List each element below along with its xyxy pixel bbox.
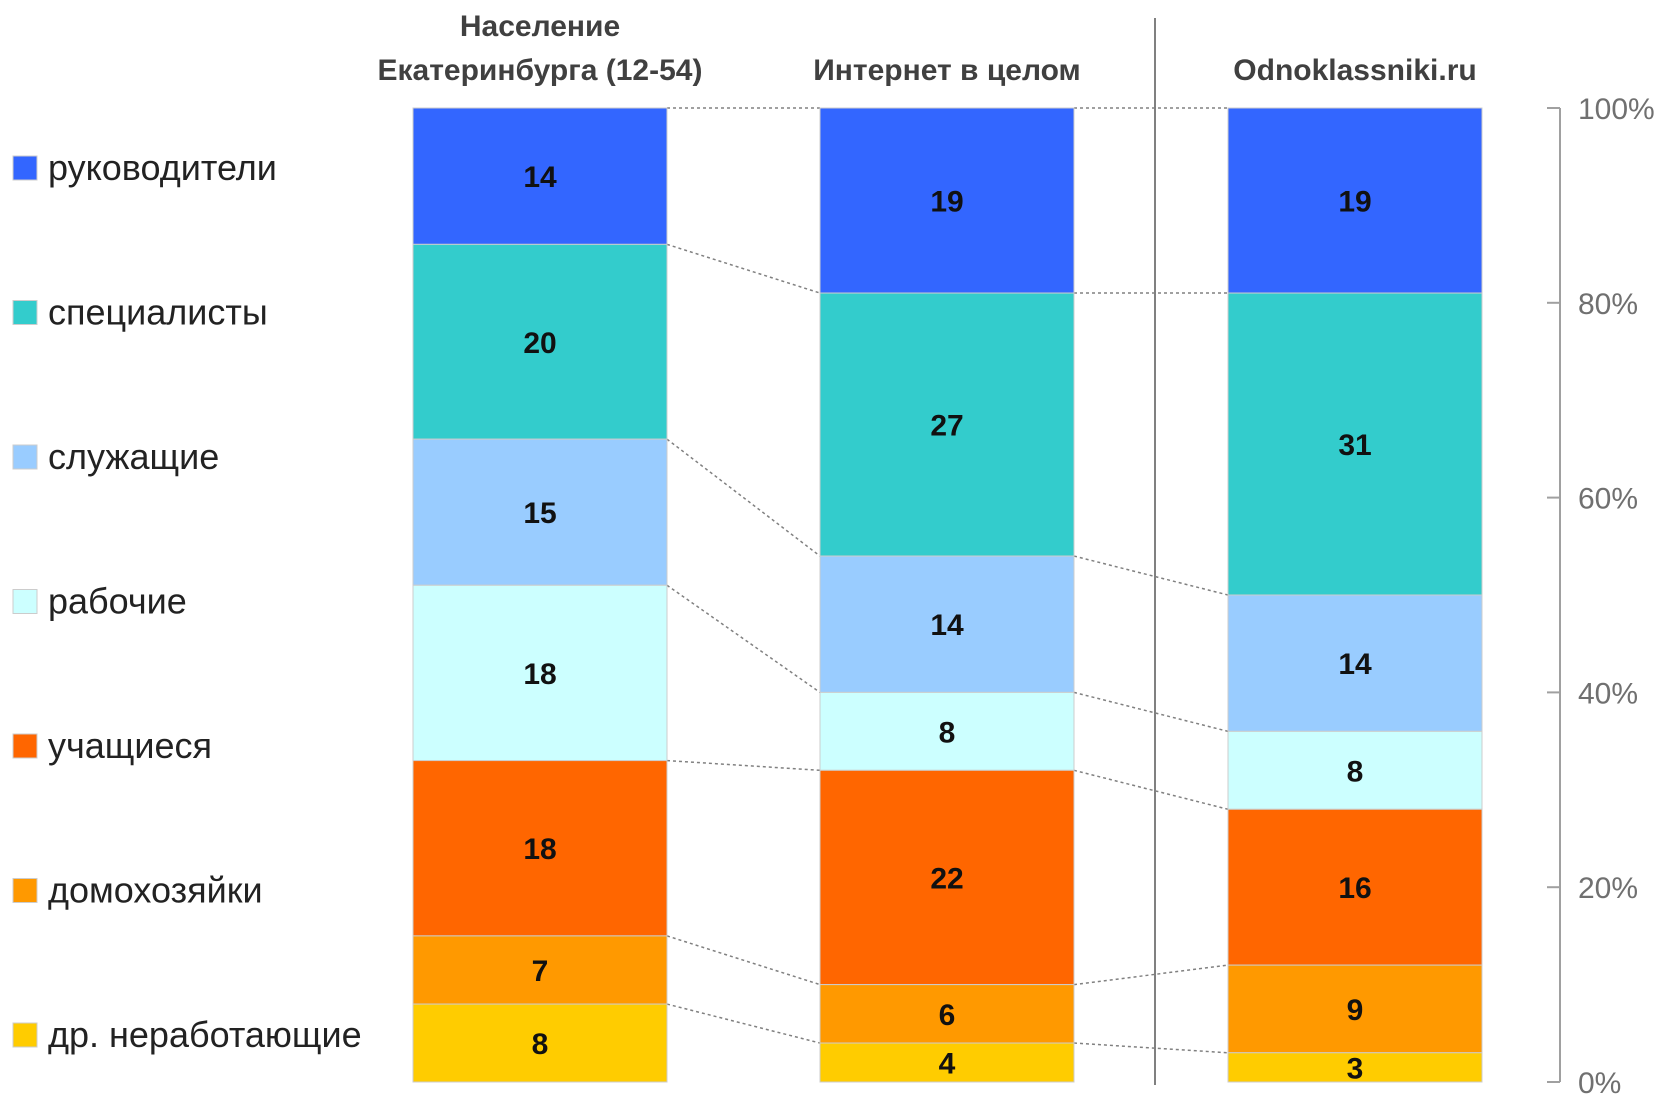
connector-line [666, 584, 821, 694]
bar-segment-1-1 [412, 107, 668, 245]
legend-label: др. неработающие [48, 1014, 362, 1055]
connector-lines [666, 107, 1229, 1054]
bar-segment-2-4 [819, 691, 1075, 771]
legend-swatch [12, 589, 38, 614]
bar-segment-1-3 [412, 438, 668, 586]
y-tick-label: 100% [1578, 93, 1655, 126]
legend-swatch [12, 733, 38, 759]
segment-value-label: 9 [1347, 994, 1364, 1027]
bar-segment-1-6 [412, 935, 668, 1005]
segment-labels: 14 20 15 18 18 7 8 19 27 14 8 22 6 4 19 31 14 8 16 9 3 [523, 161, 1372, 1085]
legend-swatch [12, 155, 38, 181]
segment-value-label: 20 [523, 327, 556, 360]
legend: руководители специалисты служащие рабочие уч… [12, 147, 362, 1055]
legend-label: служащие [48, 436, 219, 477]
segment-value-label: 18 [523, 658, 556, 691]
segment-value-label: 15 [523, 497, 556, 530]
segment-value-label: 8 [1347, 755, 1364, 788]
connector-line [666, 1003, 821, 1044]
legend-swatch [12, 300, 38, 325]
connector-line [1073, 555, 1229, 596]
segment-value-label: 18 [523, 833, 556, 866]
legend-label: руководители [48, 147, 277, 188]
bar-segment-2-6 [819, 984, 1075, 1044]
y-tick-label: 20% [1578, 872, 1638, 905]
segment-value-label: 19 [930, 186, 963, 219]
y-tick-label: 40% [1578, 677, 1638, 710]
legend-swatch [12, 1022, 38, 1048]
bar-segment-1-2 [412, 243, 668, 440]
segment-value-label: 8 [939, 716, 956, 749]
legend-swatch [12, 878, 38, 903]
bar-segment-2-5 [819, 769, 1075, 986]
segment-value-label: 22 [930, 862, 963, 895]
segment-value-label: 19 [1338, 186, 1371, 219]
bar-segment-2-7 [819, 1042, 1075, 1083]
y-axis: 0% 20% 40% 60% 80% 100% [1547, 93, 1655, 1097]
bar-segment-3-2 [1227, 292, 1483, 596]
bar-segment-3-7 [1227, 1052, 1483, 1083]
legend-label: учащиеся [48, 725, 212, 766]
legend-label: рабочие [48, 581, 187, 622]
y-tick-label: 0% [1578, 1067, 1621, 1097]
category-title: Интернет в целом [813, 54, 1081, 87]
y-tick-label: 60% [1578, 483, 1638, 516]
segment-value-label: 6 [939, 999, 956, 1032]
bar-segment-3-3 [1227, 594, 1483, 732]
bar-segment-3-1 [1227, 107, 1483, 294]
segment-value-label: 14 [930, 609, 964, 642]
segment-value-label: 14 [1338, 648, 1372, 681]
category-title: Екатеринбурга (12-54) [378, 54, 703, 87]
legend-swatch [12, 444, 38, 470]
category-title: Население [460, 10, 620, 43]
connector-line [666, 438, 821, 557]
segment-value-label: 31 [1338, 429, 1371, 462]
connector-line [666, 935, 821, 986]
segment-value-label: 27 [930, 410, 963, 443]
bar-segment-3-4 [1227, 730, 1483, 810]
bar-segment-2-3 [819, 555, 1075, 693]
bar-segment-2-2 [819, 292, 1075, 557]
bar-segment-1-7 [412, 1003, 668, 1083]
segment-value-label: 3 [1347, 1052, 1364, 1085]
segment-value-label: 4 [939, 1048, 956, 1081]
category-title: Odnoklassniki.ru [1233, 54, 1476, 87]
segment-value-label: 8 [532, 1028, 549, 1061]
segment-value-label: 7 [532, 955, 549, 988]
bar-segment-1-4 [412, 584, 668, 762]
legend-label: специалисты [48, 292, 268, 333]
connector-line [666, 759, 821, 772]
bars [412, 107, 1483, 1083]
bar-segment-3-5 [1227, 808, 1483, 966]
connector-line [1073, 691, 1229, 733]
bar-segment-1-5 [412, 760, 668, 937]
category-titles: Население Екатеринбурга (12-54) Интернет в… [378, 10, 1477, 87]
connector-line [1073, 964, 1229, 986]
connector-line [1073, 769, 1229, 811]
connector-line [666, 243, 821, 294]
legend-label: домохозяйки [48, 870, 263, 911]
segment-value-label: 14 [523, 161, 557, 194]
y-tick-label: 80% [1578, 288, 1638, 321]
segment-value-label: 16 [1338, 872, 1371, 905]
bar-segment-3-6 [1227, 964, 1483, 1054]
connector-line [1073, 1042, 1229, 1054]
